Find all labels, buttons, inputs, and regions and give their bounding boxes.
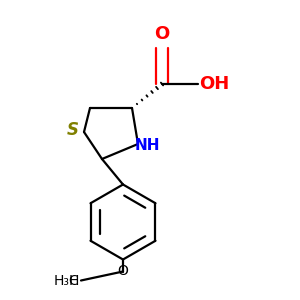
Text: OH: OH — [200, 75, 230, 93]
Text: NH: NH — [135, 138, 160, 153]
Text: O: O — [154, 25, 169, 43]
Text: O: O — [118, 264, 128, 278]
Text: H₃C: H₃C — [54, 274, 80, 288]
Text: S: S — [67, 122, 79, 140]
Text: H: H — [69, 274, 80, 288]
